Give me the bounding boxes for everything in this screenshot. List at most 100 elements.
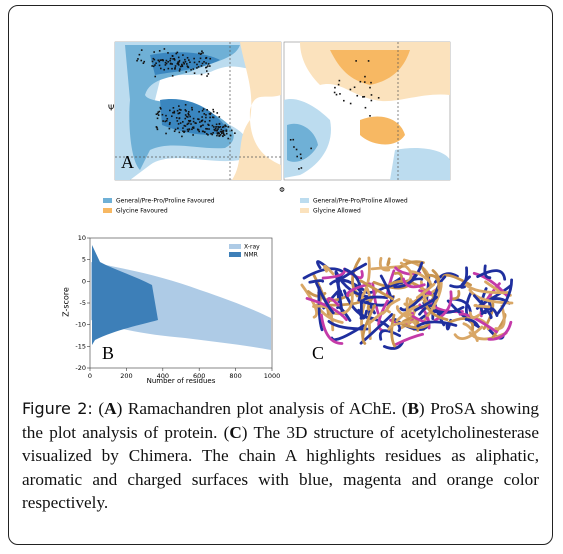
residue-point bbox=[369, 86, 371, 89]
ribbon-segment bbox=[361, 304, 377, 345]
residue-point bbox=[220, 128, 223, 131]
y-tick-label: 5 bbox=[82, 256, 86, 264]
residue-point bbox=[172, 58, 174, 60]
residue-point bbox=[173, 111, 176, 114]
residue-point bbox=[203, 131, 206, 133]
residue-point bbox=[155, 126, 158, 128]
residue-point bbox=[191, 128, 193, 131]
residue-point bbox=[202, 124, 204, 126]
ribbon-segment bbox=[468, 311, 481, 319]
residue-point bbox=[173, 110, 176, 113]
residue-point bbox=[184, 104, 187, 106]
ribbon-segment bbox=[343, 278, 376, 315]
residue-point bbox=[172, 111, 174, 114]
x-tick-label: 400 bbox=[157, 372, 169, 380]
panel-letter: B bbox=[102, 343, 114, 363]
ribbon-segment bbox=[464, 318, 480, 328]
residue-point bbox=[207, 65, 209, 67]
glycine-allowed bbox=[232, 42, 281, 180]
residue-point bbox=[202, 108, 205, 110]
x-tick-label: 1000 bbox=[264, 372, 281, 380]
residue-point bbox=[216, 129, 218, 132]
residue-point bbox=[300, 167, 303, 169]
panel-ref: B bbox=[407, 399, 419, 418]
legend-entry: NMR bbox=[244, 252, 258, 259]
residue-point bbox=[199, 57, 202, 60]
residue-point bbox=[184, 117, 187, 120]
residue-point bbox=[211, 133, 214, 136]
residue-point bbox=[158, 64, 161, 67]
residue-point bbox=[377, 97, 380, 99]
residue-point bbox=[196, 63, 198, 66]
residue-point bbox=[187, 130, 190, 133]
residue-point bbox=[214, 127, 217, 130]
residue-point bbox=[177, 127, 179, 130]
residue-point bbox=[310, 147, 312, 150]
residue-point bbox=[194, 122, 197, 125]
residue-point bbox=[172, 107, 175, 109]
core-region bbox=[150, 52, 228, 135]
residue-point bbox=[159, 59, 162, 61]
residue-point bbox=[189, 61, 191, 64]
ribbon-segment bbox=[459, 275, 471, 289]
residue-point bbox=[333, 91, 336, 94]
residue-point bbox=[196, 67, 198, 69]
residue-point bbox=[223, 125, 225, 128]
residue-point bbox=[199, 53, 202, 55]
panel-letter: A bbox=[121, 152, 134, 172]
residue-point bbox=[140, 59, 143, 62]
caption-text: ) The 3D structure of acetylcholinestera… bbox=[22, 422, 539, 513]
residue-point bbox=[337, 83, 340, 86]
residue-point bbox=[200, 73, 203, 76]
residue-point bbox=[158, 60, 161, 63]
residue-point bbox=[212, 110, 215, 113]
residue-point bbox=[174, 68, 176, 70]
residue-point bbox=[185, 110, 187, 112]
ribbon-segment bbox=[399, 292, 426, 312]
y-axis-label: Ψ bbox=[108, 104, 114, 113]
residue-point bbox=[169, 109, 171, 112]
residue-point bbox=[178, 108, 181, 111]
residue-point bbox=[355, 60, 357, 62]
ribbon-segment bbox=[483, 264, 492, 280]
residue-point bbox=[156, 128, 159, 131]
ramachandran-plot: Ψ Φ A General/Pre-Pro/Proline Favoured G… bbox=[103, 41, 451, 215]
residue-point bbox=[153, 51, 155, 53]
residue-point bbox=[205, 116, 207, 119]
residue-point bbox=[338, 79, 341, 82]
residue-point bbox=[203, 61, 205, 63]
residue-point bbox=[364, 75, 366, 78]
residue-point bbox=[167, 52, 169, 54]
y-tick-label: 0 bbox=[82, 277, 86, 285]
residue-point bbox=[188, 59, 190, 61]
residue-point bbox=[193, 57, 195, 60]
ribbon-segment bbox=[385, 297, 401, 314]
residue-point bbox=[173, 130, 176, 133]
residue-point bbox=[184, 58, 186, 61]
residue-point bbox=[353, 86, 356, 89]
residue-point bbox=[165, 114, 167, 117]
ribbon-segment bbox=[433, 290, 453, 322]
residue-point bbox=[234, 132, 236, 134]
residue-point bbox=[217, 128, 219, 130]
residue-point bbox=[176, 120, 179, 122]
residue-point bbox=[197, 129, 199, 131]
residue-point bbox=[207, 133, 209, 136]
residue-point bbox=[165, 119, 168, 122]
ribbon-segment bbox=[378, 256, 391, 272]
residue-point bbox=[205, 66, 208, 69]
residue-point bbox=[171, 67, 173, 70]
residue-point bbox=[173, 59, 176, 61]
residue-point bbox=[218, 132, 220, 135]
residue-point bbox=[140, 49, 143, 51]
residue-point bbox=[334, 86, 336, 89]
residue-point bbox=[201, 116, 203, 118]
residue-point bbox=[206, 75, 208, 77]
residue-point bbox=[187, 122, 190, 125]
ribbon-segment bbox=[408, 270, 432, 284]
residue-point bbox=[202, 130, 204, 133]
residue-point bbox=[157, 114, 160, 116]
residue-point bbox=[171, 75, 174, 77]
residue-point bbox=[183, 130, 186, 133]
residue-point bbox=[142, 62, 145, 65]
